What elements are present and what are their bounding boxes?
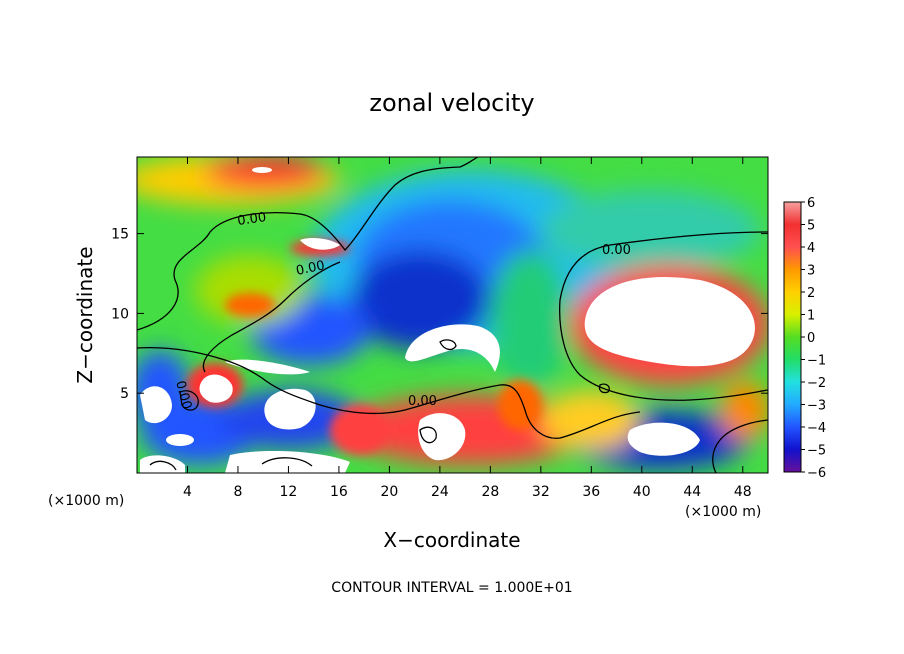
x-axis-unit-left: (×1000 m) (48, 493, 124, 509)
colorbar-label: −4 (807, 421, 826, 436)
colorbar-label: 2 (807, 286, 815, 301)
y-axis-ticks: 5 10 15 (111, 227, 768, 402)
x-axis-label: X−coordinate (383, 528, 520, 552)
y-tick-label: 5 (120, 386, 129, 402)
colorbar-label: −3 (807, 399, 826, 414)
colorbar-segment (784, 314, 801, 337)
x-tick-label: 4 (183, 484, 192, 500)
x-tick-label: 24 (431, 484, 449, 500)
x-tick-label: 12 (280, 484, 298, 500)
colorbar-label: 4 (807, 241, 815, 256)
contour-label: 0.00 (408, 394, 437, 409)
colorbar-label: 3 (807, 264, 815, 279)
y-tick-label: 10 (111, 306, 129, 322)
contour-interval-note: CONTOUR INTERVAL = 1.000E+01 (331, 580, 572, 596)
colorbar-label: 1 (807, 309, 815, 324)
colorbar-label: 0 (807, 331, 815, 346)
heatmap-field (137, 157, 768, 473)
colorbar: 6 5 4 3 2 1 0 −1 −2 −3 −4 −5 −6 (783, 196, 826, 481)
x-tick-label: 40 (633, 484, 651, 500)
contour-label: 0.00 (236, 210, 267, 229)
contour-label: 0.00 (295, 258, 326, 279)
plot-frame (136, 156, 769, 474)
colorbar-label: −5 (807, 444, 826, 459)
colorbar-segment (784, 269, 801, 292)
x-tick-label: 8 (233, 484, 242, 500)
colorbar-label: −2 (807, 376, 826, 391)
colorbar-segment (784, 359, 801, 382)
colorbar-label: 6 (807, 196, 815, 211)
x-tick-label: 16 (330, 484, 348, 500)
y-axis-label: Z−coordinate (73, 246, 97, 383)
colorbar-segment (784, 404, 801, 427)
colorbar-label: −1 (807, 354, 826, 369)
chart-title: zonal velocity (369, 89, 534, 117)
contour-labels: 0.00 0.00 0.00 0.00 0.00 (172, 210, 631, 411)
x-tick-label: 20 (380, 484, 398, 500)
colorbar-segment (784, 292, 801, 315)
colorbar-segment (784, 427, 801, 450)
x-axis-unit-right: (×1000 m) (685, 504, 761, 520)
colorbar-segment (784, 247, 801, 270)
y-tick-label: 15 (111, 227, 129, 243)
x-tick-label: 28 (481, 484, 499, 500)
colorbar-segment (784, 382, 801, 405)
x-tick-label: 32 (532, 484, 550, 500)
x-tick-label: 36 (582, 484, 600, 500)
x-tick-label: 48 (734, 484, 752, 500)
colorbar-label: 5 (807, 219, 815, 234)
contour-label: 0.00 (172, 379, 194, 411)
colorbar-label: −6 (807, 466, 826, 481)
x-axis-ticks: 4 8 12 16 20 24 28 32 36 40 44 48 (183, 157, 752, 500)
colorbar-segment (784, 202, 801, 225)
x-tick-label: 44 (683, 484, 701, 500)
colorbar-segment (784, 449, 801, 472)
contour-label: 0.00 (602, 243, 631, 258)
colorbar-segment (784, 337, 801, 360)
colorbar-segment (784, 224, 801, 247)
